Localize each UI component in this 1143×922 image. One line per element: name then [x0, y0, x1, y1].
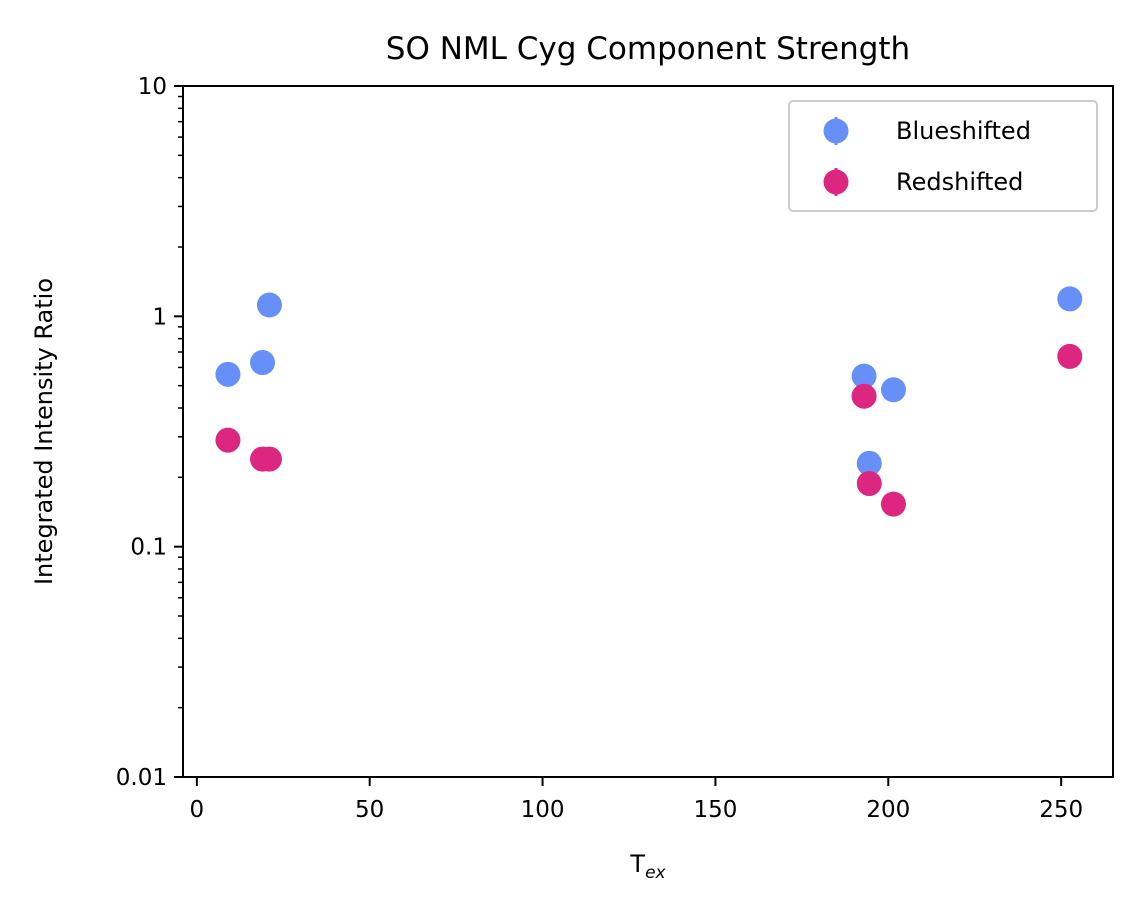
redshifted-point — [215, 427, 241, 453]
blueshifted-legend-marker — [823, 118, 849, 144]
blueshifted-point — [215, 361, 241, 387]
y-axis-ticks: 0.01 0.1 1 10 — [116, 74, 183, 791]
redshifted-point — [256, 446, 282, 472]
x-tick-label: 100 — [521, 797, 565, 823]
x-tick-label: 0 — [190, 797, 205, 823]
blueshifted-point — [256, 292, 282, 318]
redshifted-point — [1057, 343, 1083, 369]
redshifted-point — [851, 383, 877, 409]
data-points — [215, 286, 1083, 517]
y-tick-label: 0.01 — [116, 765, 167, 791]
plot-area-frame — [182, 85, 1114, 778]
redshifted-point — [880, 491, 906, 517]
x-tick-label: 50 — [355, 797, 384, 823]
blueshifted-point — [880, 377, 906, 403]
y-tick-label: 0.1 — [130, 535, 167, 561]
blueshifted-point — [250, 350, 276, 376]
y-tick-label: 1 — [152, 304, 167, 330]
redshifted-point — [856, 471, 882, 497]
blueshifted-point — [856, 450, 882, 476]
x-tick-label: 200 — [866, 797, 910, 823]
y-tick-label: 10 — [138, 74, 167, 100]
redshifted-legend-marker — [823, 169, 849, 195]
legend: Blueshifted Redshifted — [788, 100, 1098, 212]
x-axis-label: Tex — [629, 850, 666, 883]
chart-title: SO NML Cyg Component Strength — [386, 31, 910, 67]
x-axis-label-subscript: ex — [645, 863, 666, 883]
x-axis-label-main: T — [629, 850, 645, 878]
x-tick-label: 150 — [693, 797, 737, 823]
blueshifted-legend-label: Blueshifted — [896, 117, 1031, 145]
redshifted-legend-label: Redshifted — [896, 168, 1023, 196]
blueshifted-point — [1057, 286, 1083, 312]
y-axis-label: Integrated Intensity Ratio — [30, 278, 58, 585]
x-axis-ticks: 0 50 100 150 200 250 — [190, 777, 1083, 823]
legend-box — [788, 100, 1098, 212]
x-tick-label: 250 — [1039, 797, 1083, 823]
blueshifted-point — [851, 363, 877, 389]
